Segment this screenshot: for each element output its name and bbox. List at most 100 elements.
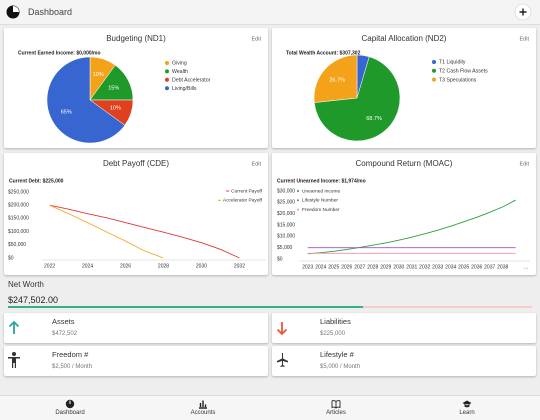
edit-button[interactable]: Edit <box>520 36 530 42</box>
legend-label: Debt Accelerator <box>172 77 211 83</box>
summary-label: Assets <box>52 317 75 326</box>
nav-icon <box>199 400 207 409</box>
legend-label: T1 Liquidity <box>439 60 466 66</box>
edit-button[interactable]: Edit <box>252 36 262 42</box>
x-tick-label: 2038 <box>497 264 508 270</box>
pie-slice <box>46 56 126 144</box>
slice-label: 10% <box>93 72 104 78</box>
x-tick-label: ... <box>524 264 528 270</box>
y-tick-label: $100,000 <box>8 229 29 235</box>
header: Dashboard <box>0 0 540 25</box>
edit-button[interactable]: Edit <box>252 161 262 167</box>
summary-card[interactable]: Liabilities $225,000 <box>272 313 536 343</box>
legend-label: Giving <box>172 61 187 67</box>
logo-mark <box>13 6 19 12</box>
nav-label: Dashboard <box>55 410 85 416</box>
nav-item[interactable]: Dashboard <box>30 396 110 420</box>
chart-subtitle: Current Debt: $225,000 <box>9 178 64 184</box>
pie-slice <box>313 54 358 103</box>
icon <box>8 320 20 334</box>
y-tick-label: $0 <box>8 255 14 261</box>
legend-marker <box>432 68 436 73</box>
chart-title: Debt Payoff (CDE) <box>103 159 169 168</box>
chart: Capital Allocation (ND2) Edit Total Wealth… <box>286 34 530 142</box>
legend-label: Current Payoff <box>231 188 263 194</box>
nav-item[interactable]: Learn <box>427 396 507 420</box>
x-tick-label: 2023 <box>302 264 313 270</box>
x-tick-label: 2026 <box>120 263 131 269</box>
x-tick-label: 2028 <box>367 264 378 270</box>
summary-value: $472,502 <box>52 331 78 337</box>
series-line <box>307 199 516 255</box>
chart-card: Capital Allocation (ND2) Edit Total Wealth… <box>272 28 536 148</box>
x-tick-label: 2032 <box>419 264 430 270</box>
page-title: Dashboard <box>28 7 72 17</box>
nav-label: Articles <box>326 410 346 416</box>
y-tick-label: $25,000 <box>277 200 295 206</box>
nav-icon <box>65 399 75 409</box>
x-tick-label: 2030 <box>393 264 404 270</box>
x-tick-label: 2029 <box>380 264 391 270</box>
plane-icon <box>277 353 288 367</box>
y-tick-label: $0 <box>277 256 283 262</box>
chart-card: Compound Return (MOAC) Edit Current Unearn… <box>272 153 536 275</box>
legend-label: T3 Speculations <box>439 77 477 83</box>
person-icon <box>8 352 20 368</box>
legend-label: Freedom Number <box>302 207 340 213</box>
summary-card[interactable]: Lifestyle # $5,000 / Month <box>272 346 536 376</box>
chart: Compound Return (MOAC) Edit Current Unearn… <box>277 159 530 270</box>
x-tick-label: 2025 <box>328 264 339 270</box>
chart-title: Capital Allocation (ND2) <box>362 34 447 43</box>
x-tick-label: 2031 <box>406 264 417 270</box>
slice-label: 65% <box>61 110 72 116</box>
legend-marker <box>297 190 299 192</box>
legend-marker <box>165 69 169 74</box>
legend-marker <box>297 208 299 211</box>
chart: Budgeting (ND1) Edit Current Earned Income… <box>18 34 262 144</box>
nav-label: Learn <box>459 410 475 416</box>
y-tick-label: $20,000 <box>277 211 295 217</box>
summary-value: $5,000 / Month <box>320 364 361 370</box>
summary-card[interactable]: Assets $472,502 <box>4 313 268 343</box>
y-tick-label: $50,000 <box>8 242 26 248</box>
legend-marker <box>165 86 169 91</box>
legend-label: Accelerator Payoff <box>223 198 263 204</box>
x-tick-label: 2033 <box>432 264 443 270</box>
legend-label: Wealth <box>172 69 188 75</box>
net-worth-value: $247,502.00 <box>8 295 59 305</box>
x-tick-label: 2036 <box>471 264 482 270</box>
chart-title: Compound Return (MOAC) <box>356 159 453 168</box>
net-worth-bar <box>8 306 532 308</box>
summary-value: $2,500 / Month <box>52 364 93 370</box>
up-arrow <box>8 320 20 334</box>
add-icon <box>519 8 527 16</box>
edit-button[interactable]: Edit <box>520 161 530 167</box>
chart-subtitle: Total Wealth Account: $307,302 <box>286 50 361 56</box>
legend-marker <box>432 77 436 82</box>
y-tick-label: $150,000 <box>8 216 29 222</box>
x-tick-label: 2037 <box>484 264 495 270</box>
nav-item[interactable]: Accounts <box>163 396 243 420</box>
assets-share <box>8 306 363 308</box>
summary-card[interactable]: Freedom # $2,500 / Month <box>4 346 268 376</box>
nav-icon <box>331 400 341 409</box>
nav-icon <box>462 400 472 408</box>
slice-label: 68.7% <box>366 116 382 122</box>
series-line <box>49 204 240 259</box>
icon <box>276 322 288 336</box>
slice-label: 26.7% <box>329 78 345 84</box>
legend-label: Unearned Income <box>302 188 340 194</box>
chart-card: Budgeting (ND1) Edit Current Earned Income… <box>4 28 268 148</box>
y-tick-label: $5,000 <box>277 245 293 251</box>
y-tick-label: $200,000 <box>8 203 29 209</box>
chart-subtitle: Current Earned Income: $0,000/mo <box>18 50 101 56</box>
down-arrow <box>276 322 288 336</box>
legend-label: T2 Cash Flow Assets <box>439 68 488 74</box>
slice-label: 15% <box>108 85 119 91</box>
bottom-nav: Dashboard Accounts Articles Learn <box>0 395 540 420</box>
liabilities-share <box>362 306 532 308</box>
nav-item[interactable]: Articles <box>296 396 376 420</box>
x-tick-label: 2030 <box>196 263 207 269</box>
y-tick-label: $250,000 <box>8 189 29 195</box>
pie-slice <box>313 56 401 142</box>
